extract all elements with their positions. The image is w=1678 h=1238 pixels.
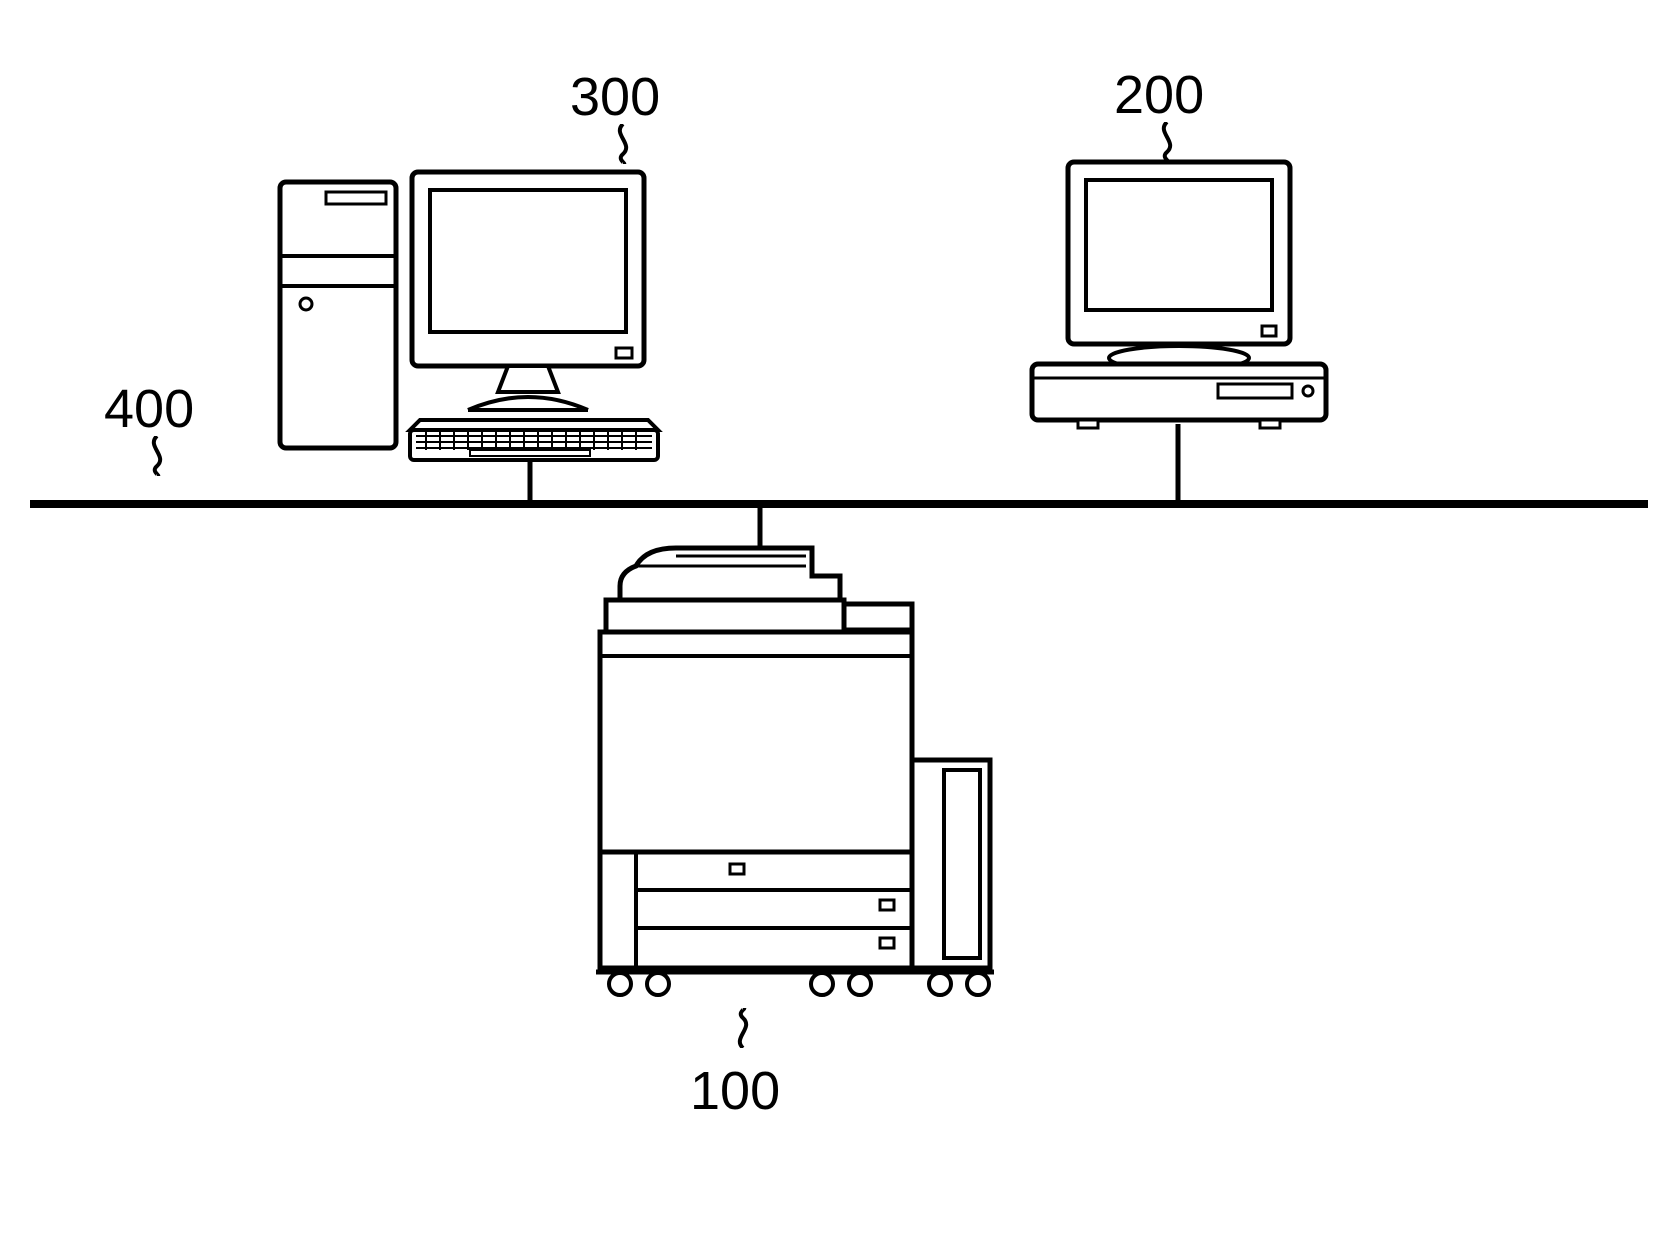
diagram-canvas: 300 200 400 100 (0, 0, 1678, 1238)
monitor-200-icon (1068, 162, 1290, 370)
device-200 (1032, 162, 1326, 428)
device-100-mfp-icon (596, 548, 994, 995)
monitor-300-icon (412, 172, 644, 410)
keyboard-300-icon (410, 420, 658, 460)
desktop-200-icon (1032, 364, 1326, 428)
device-300 (280, 172, 658, 460)
network-diagram (0, 0, 1678, 1238)
tower-icon (280, 182, 396, 448)
